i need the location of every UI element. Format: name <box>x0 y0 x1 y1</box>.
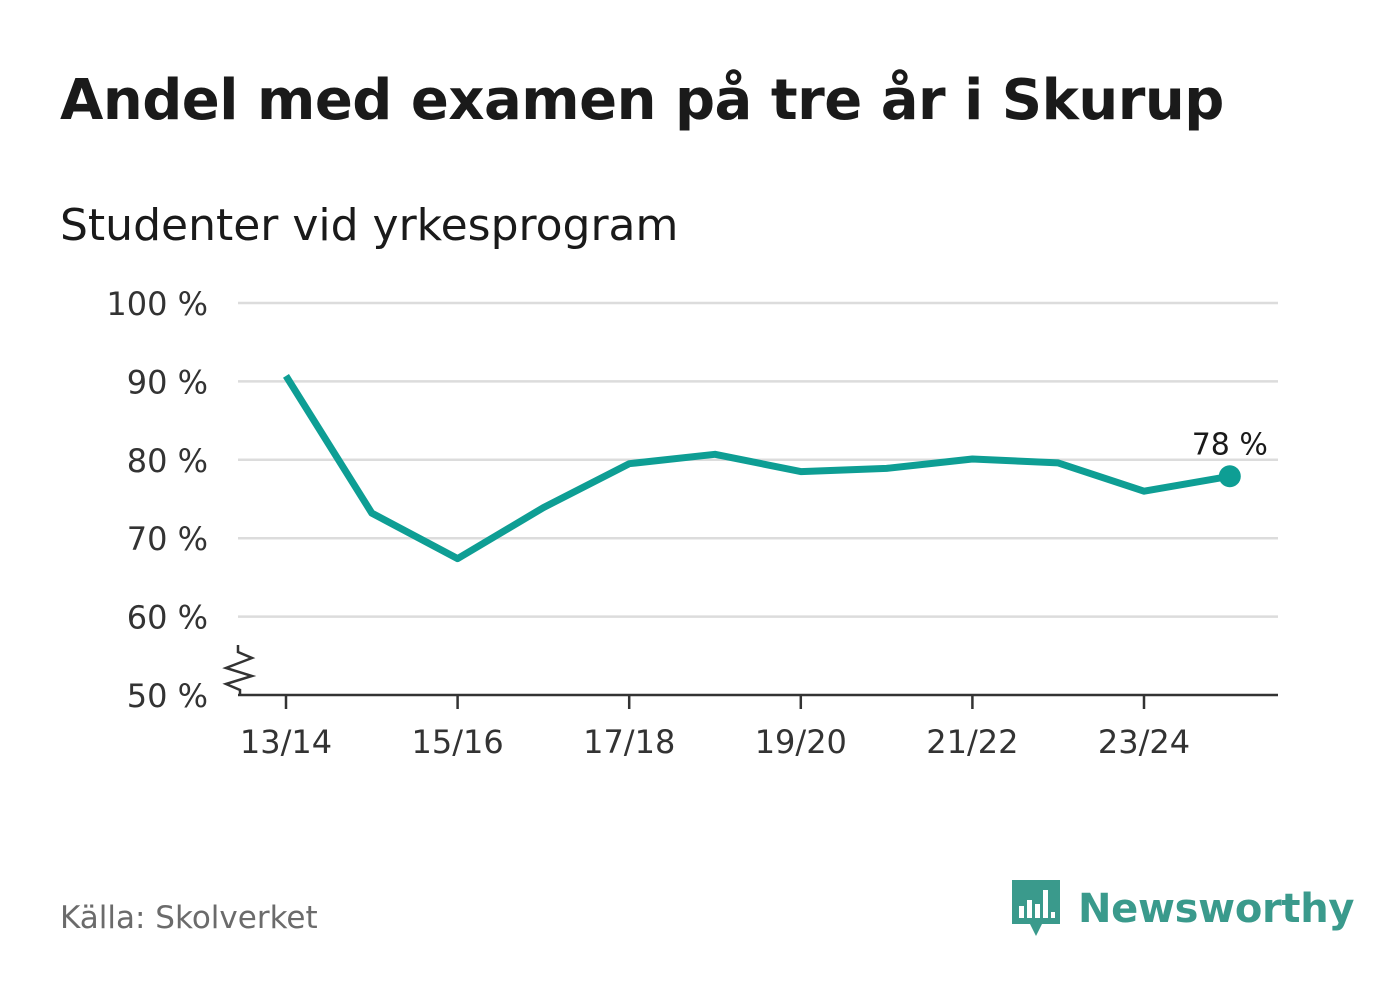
data-point <box>454 555 461 562</box>
x-axis-tick-labels: 13/14 15/16 17/18 19/20 21/22 23/24 <box>240 723 1190 761</box>
x-axis <box>238 693 1278 709</box>
chart-subtitle: Studenter vid yrkesprogram <box>60 200 679 251</box>
data-point <box>883 465 890 472</box>
y-axis-tick-labels: 50 % 60 % 70 % 80 % 90 % 100 % <box>106 285 208 715</box>
series-line <box>283 374 1231 563</box>
brand-name: Newsworthy <box>1078 886 1355 932</box>
x-tick-label: 15/16 <box>411 723 503 761</box>
data-point <box>626 460 633 467</box>
y-tick-label: 70 % <box>127 520 208 558</box>
x-tick-label: 19/20 <box>755 723 847 761</box>
data-point <box>797 468 804 475</box>
source-note: Källa: Skolverket <box>60 900 318 936</box>
newsworthy-logo-icon <box>1012 880 1060 936</box>
y-tick-label: 80 % <box>127 442 208 480</box>
series-layer <box>283 372 1241 563</box>
x-tick-label: 13/14 <box>240 723 332 761</box>
x-tick-label: 23/24 <box>1098 723 1190 761</box>
chart-title: Andel med examen på tre år i Skurup <box>60 68 1224 133</box>
data-point <box>1141 488 1148 495</box>
y-tick-label: 100 % <box>106 285 208 323</box>
y-tick-label: 60 % <box>127 599 208 637</box>
x-tick-label: 17/18 <box>583 723 675 761</box>
data-point <box>540 504 547 511</box>
brand-logo[interactable]: Newsworthy <box>1010 878 1355 940</box>
data-point <box>368 510 375 517</box>
y-tick-label: 90 % <box>127 363 208 401</box>
end-value-label: 78 % <box>1192 427 1268 462</box>
axis-break <box>222 645 257 695</box>
data-point <box>969 456 976 463</box>
data-point <box>283 372 290 379</box>
end-point-marker <box>1218 465 1241 488</box>
data-labels: 78 % <box>1192 427 1268 462</box>
data-point <box>1055 459 1062 466</box>
data-point <box>712 451 719 458</box>
axis-break-icon <box>222 645 257 695</box>
y-tick-label: 50 % <box>127 677 208 715</box>
x-tick-label: 21/22 <box>926 723 1018 761</box>
